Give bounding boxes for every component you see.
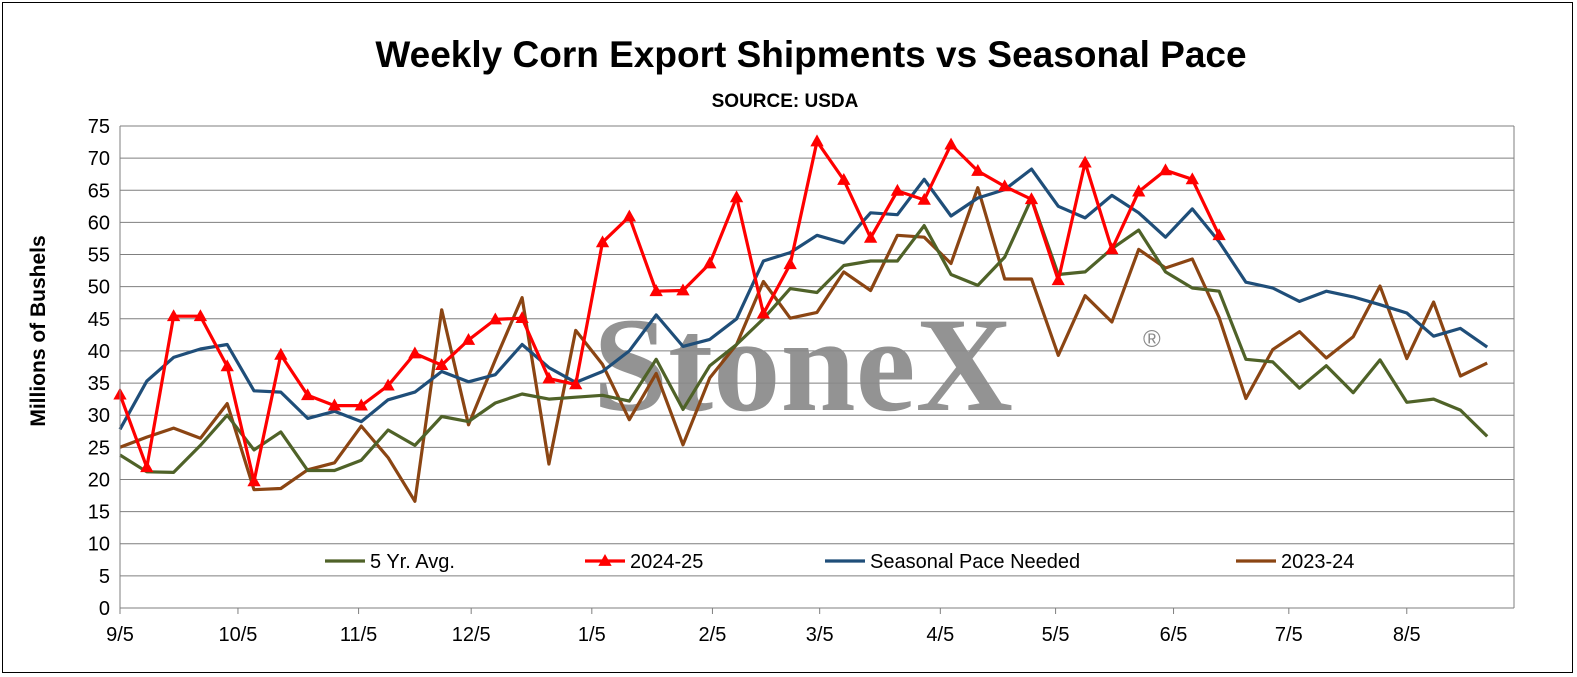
series-point-2024-25 [622, 209, 636, 222]
x-tick-label-3/5: 3/5 [806, 624, 834, 646]
y-tick-label-0: 0 [99, 598, 110, 620]
x-tick-label-1/5: 1/5 [578, 624, 606, 646]
series-point-2024-25 [166, 309, 181, 322]
chart-subtitle: SOURCE: USDA [712, 91, 859, 112]
series-point-2024-25 [1051, 273, 1065, 286]
series-point-2024-25 [247, 474, 261, 487]
series-point-2024-25 [274, 347, 288, 360]
y-axis-label: Millions of Bushels [27, 235, 50, 426]
watermark-registered-mark: ® [1143, 326, 1161, 353]
series-point-2024-25 [435, 358, 449, 370]
y-tick-label-50: 50 [88, 277, 110, 299]
x-tick-label-10/5: 10/5 [218, 624, 257, 646]
series-point-2024-25 [301, 388, 315, 401]
x-tick-label-8/5: 8/5 [1393, 624, 1421, 646]
x-tick-label-11/5: 11/5 [340, 624, 377, 646]
series-point-2024-25 [1158, 163, 1173, 176]
series-point-2024-25 [595, 235, 610, 248]
x-tick-label-12/5: 12/5 [452, 624, 491, 646]
y-tick-label-25: 25 [88, 437, 110, 459]
y-tick-label-5: 5 [99, 566, 110, 588]
y-tick-label-35: 35 [88, 373, 110, 395]
series-point-2024-25 [810, 134, 824, 147]
x-tick-label-2/5: 2/5 [699, 624, 727, 646]
legend-label-2023-24: 2023-24 [1281, 551, 1354, 573]
series-point-2024-25 [220, 359, 234, 372]
x-tick-label-5/5: 5/5 [1042, 624, 1070, 646]
series-point-2024-25 [1024, 192, 1039, 205]
y-tick-label-65: 65 [88, 180, 110, 202]
x-tick-label-4/5: 4/5 [926, 624, 954, 646]
legend-marker-2024-25 [598, 554, 612, 566]
series-point-2024-25 [193, 309, 208, 322]
series-point-2024-25 [703, 256, 717, 269]
y-tick-label-15: 15 [88, 502, 110, 524]
legend-label-2024-25: 2024-25 [630, 551, 703, 573]
y-tick-label-40: 40 [88, 341, 110, 363]
y-tick-label-70: 70 [88, 148, 110, 170]
series-point-2024-25 [488, 312, 502, 325]
legend: 5 Yr. Avg. 2024-25 Seasonal Pace Needed 202… [325, 551, 1354, 573]
series-point-2024-25 [542, 371, 556, 384]
y-tick-label-45: 45 [88, 309, 110, 331]
series-point-2024-25 [515, 311, 529, 324]
y-tick-label-55: 55 [88, 245, 110, 267]
series-point-2024-25 [971, 163, 985, 176]
series-point-2024-25 [1132, 184, 1146, 197]
series-point-2024-25 [1212, 228, 1226, 241]
grid-layer [120, 125, 1515, 608]
series-point-2024-25 [998, 179, 1012, 192]
series-point-2024-25 [140, 460, 154, 473]
series-line-2024-25 [118, 139, 1221, 483]
y-tick-label-30: 30 [88, 405, 110, 427]
legend-label-5-yr-avg: 5 Yr. Avg. [370, 551, 455, 573]
series-point-2024-25 [837, 172, 851, 185]
series-point-2024-25 [381, 378, 395, 391]
series-layer [113, 134, 1489, 503]
series-point-2024-25 [354, 398, 368, 411]
series-point-2024-25 [783, 257, 797, 270]
legend-label-seasonal-pace-needed: Seasonal Pace Needed [870, 551, 1080, 573]
series-point-2024-25 [756, 306, 771, 319]
series-point-2024-25 [569, 377, 583, 390]
series-point-2024-25 [676, 283, 690, 296]
y-tick-label-10: 10 [88, 534, 110, 556]
series-point-2024-25 [890, 183, 905, 196]
series-point-2024-25 [649, 284, 663, 297]
series-point-2024-25 [1105, 242, 1119, 255]
series-point-2024-25 [1078, 155, 1092, 168]
x-tick-label-6/5: 6/5 [1160, 624, 1188, 646]
series-point-2024-25 [327, 398, 342, 411]
x-tick-label-7/5: 7/5 [1275, 624, 1303, 646]
x-tick-label-9/5: 9/5 [106, 624, 134, 646]
y-tick-label-75: 75 [88, 116, 110, 138]
series-point-2024-25 [461, 333, 476, 345]
series-point-2024-25 [408, 346, 422, 359]
chart-title: Weekly Corn Export Shipments vs Seasonal… [375, 34, 1246, 75]
series-point-2024-25 [729, 190, 744, 203]
y-tick-label-60: 60 [88, 212, 110, 234]
axis-layer: 0 5 10 15 20 25 30 35 40 45 50 55 60 65 70 75 9/5 10/5 11/… [88, 116, 1514, 646]
series-point-2024-25 [944, 137, 958, 150]
series-point-2024-25 [1185, 172, 1199, 185]
series-line-2023-24 [119, 186, 1488, 503]
y-tick-label-20: 20 [88, 469, 110, 491]
series-point-2024-25 [917, 192, 931, 205]
chart-svg: Weekly Corn Export Shipments vs Seasonal… [27, 34, 1515, 646]
series-line-seasonal-pace-needed [118, 167, 1489, 431]
series-line-5-yr-avg [119, 197, 1489, 474]
series-point-2024-25 [863, 230, 878, 243]
